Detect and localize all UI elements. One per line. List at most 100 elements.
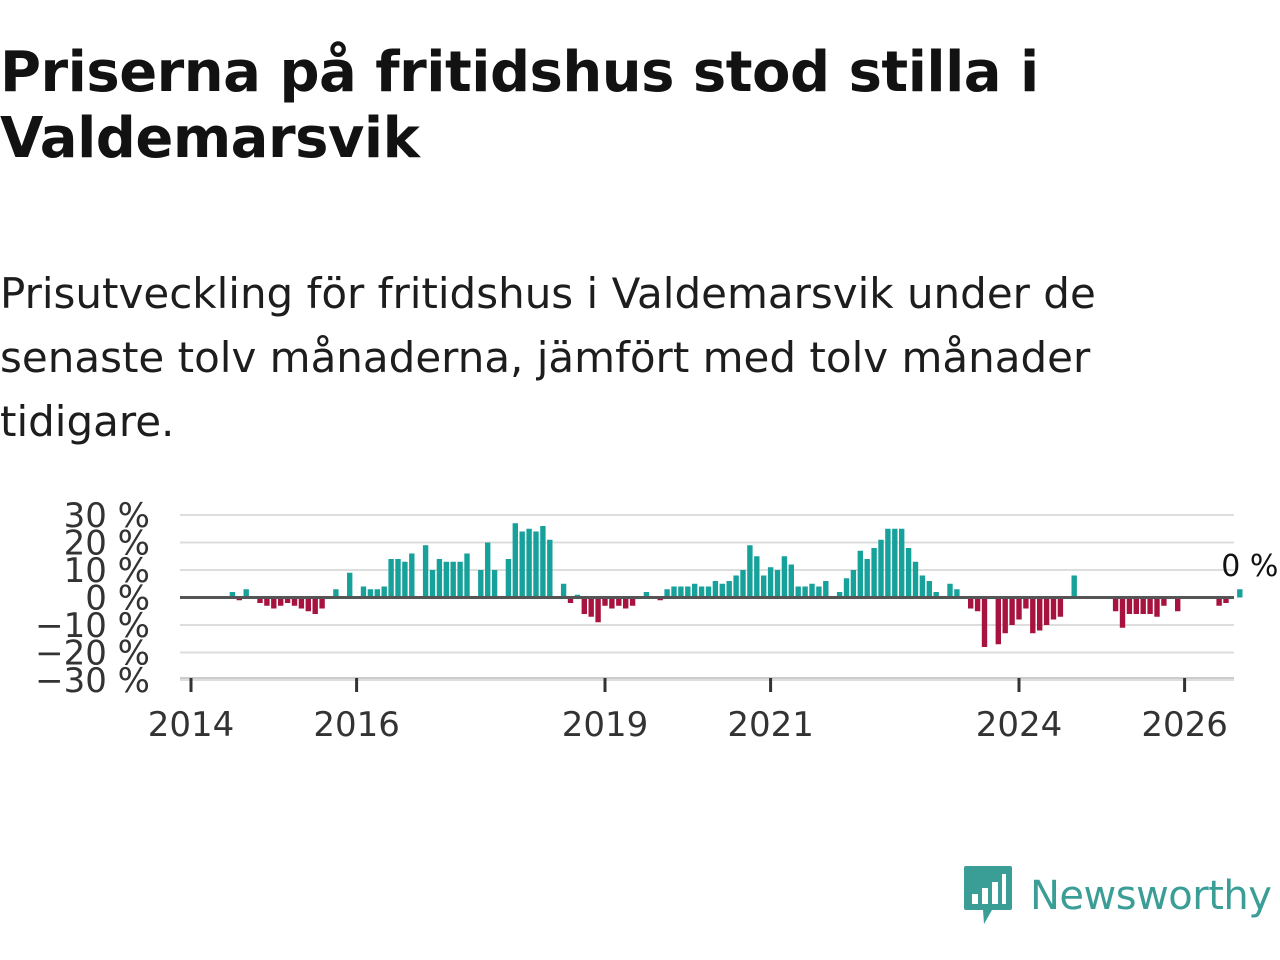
bar	[968, 597, 974, 609]
bar	[457, 561, 463, 598]
bar	[512, 523, 518, 598]
bar	[243, 589, 249, 598]
bar	[581, 597, 587, 614]
bars	[229, 523, 1243, 647]
bar	[526, 528, 532, 598]
bar	[298, 597, 305, 609]
bar	[726, 581, 732, 598]
bar	[1161, 597, 1167, 606]
bar	[1216, 597, 1222, 606]
bar	[381, 586, 387, 598]
bar	[623, 597, 629, 609]
x-tick-label: 2024	[976, 705, 1063, 745]
brand-name: Newsworthy	[1030, 873, 1272, 919]
x-tick-label: 2021	[727, 705, 814, 745]
bar	[823, 581, 829, 598]
bar	[360, 586, 367, 598]
bar	[878, 539, 884, 598]
bar	[1112, 597, 1119, 612]
bar	[816, 586, 822, 598]
bar	[857, 550, 863, 598]
bar	[767, 567, 774, 598]
bar	[1002, 597, 1008, 634]
bar	[905, 548, 912, 598]
x-tick-label: 2014	[148, 705, 235, 745]
bar	[374, 589, 380, 598]
bar	[1037, 597, 1043, 631]
y-tick-label: 30 %	[64, 496, 150, 536]
bar	[1023, 597, 1029, 609]
bar	[485, 542, 491, 598]
bar	[788, 564, 794, 598]
bar	[705, 586, 712, 598]
bar	[774, 570, 781, 598]
bar	[312, 597, 318, 614]
bar	[333, 589, 339, 598]
y-tick-label: 10 %	[64, 551, 150, 591]
bar	[981, 597, 988, 647]
bar	[974, 597, 981, 612]
bar	[664, 589, 670, 598]
bar	[547, 539, 553, 598]
x-axis: 2014 2016 2019 2021 2024 2026	[148, 677, 1234, 745]
x-tick-label: 2026	[1141, 705, 1228, 745]
bar	[933, 592, 939, 598]
bar	[1175, 597, 1181, 612]
bar	[436, 559, 443, 598]
bar	[1223, 597, 1229, 603]
bar	[864, 559, 870, 598]
bar	[809, 583, 815, 598]
bar	[464, 553, 470, 598]
bar	[850, 570, 857, 598]
bar	[284, 597, 291, 603]
bar	[802, 586, 808, 598]
newsworthy-logo: Newsworthy	[962, 862, 1272, 930]
bar	[1140, 597, 1146, 614]
bar	[919, 575, 926, 598]
bar	[1009, 597, 1015, 625]
bar	[602, 597, 608, 606]
bar	[533, 531, 539, 598]
bar	[712, 581, 719, 598]
x-tick-label: 2016	[313, 705, 400, 745]
bar	[319, 597, 325, 609]
y-tick-label: −20 %	[35, 634, 150, 674]
bar	[264, 597, 270, 606]
bar	[395, 559, 401, 598]
bar	[1154, 597, 1160, 617]
bar	[567, 597, 574, 603]
bar	[616, 597, 622, 606]
bar	[1043, 597, 1050, 625]
bar	[733, 575, 739, 598]
bar	[954, 589, 960, 598]
bar	[229, 592, 236, 598]
bar	[1057, 597, 1064, 617]
bar	[719, 583, 725, 598]
bar	[347, 572, 353, 598]
bar	[678, 586, 684, 598]
bar	[629, 597, 636, 606]
bar	[491, 570, 498, 598]
bar	[478, 570, 484, 598]
bar	[388, 559, 394, 598]
bar	[519, 531, 525, 598]
bar	[609, 597, 615, 609]
x-tick-label: 2019	[562, 705, 649, 745]
bar	[1237, 589, 1243, 598]
bar	[1071, 575, 1077, 598]
bar	[747, 545, 753, 598]
bar	[1133, 597, 1139, 614]
bar	[278, 597, 284, 606]
bar	[1126, 597, 1133, 614]
bar	[1016, 597, 1022, 620]
chart-title: Priserna på fritidshus stod stilla i Val…	[0, 40, 1039, 171]
bar	[1030, 597, 1036, 634]
last-value-label: 0 %	[1221, 549, 1278, 584]
y-tick-label: 20 %	[64, 524, 150, 564]
bar	[685, 586, 691, 598]
y-tick-label: 0 %	[85, 579, 150, 619]
bar	[795, 586, 801, 598]
bar	[843, 578, 850, 598]
bar	[947, 583, 953, 598]
chart-subtitle: Prisutveckling för fritidshus i Valdemar…	[0, 269, 1096, 446]
